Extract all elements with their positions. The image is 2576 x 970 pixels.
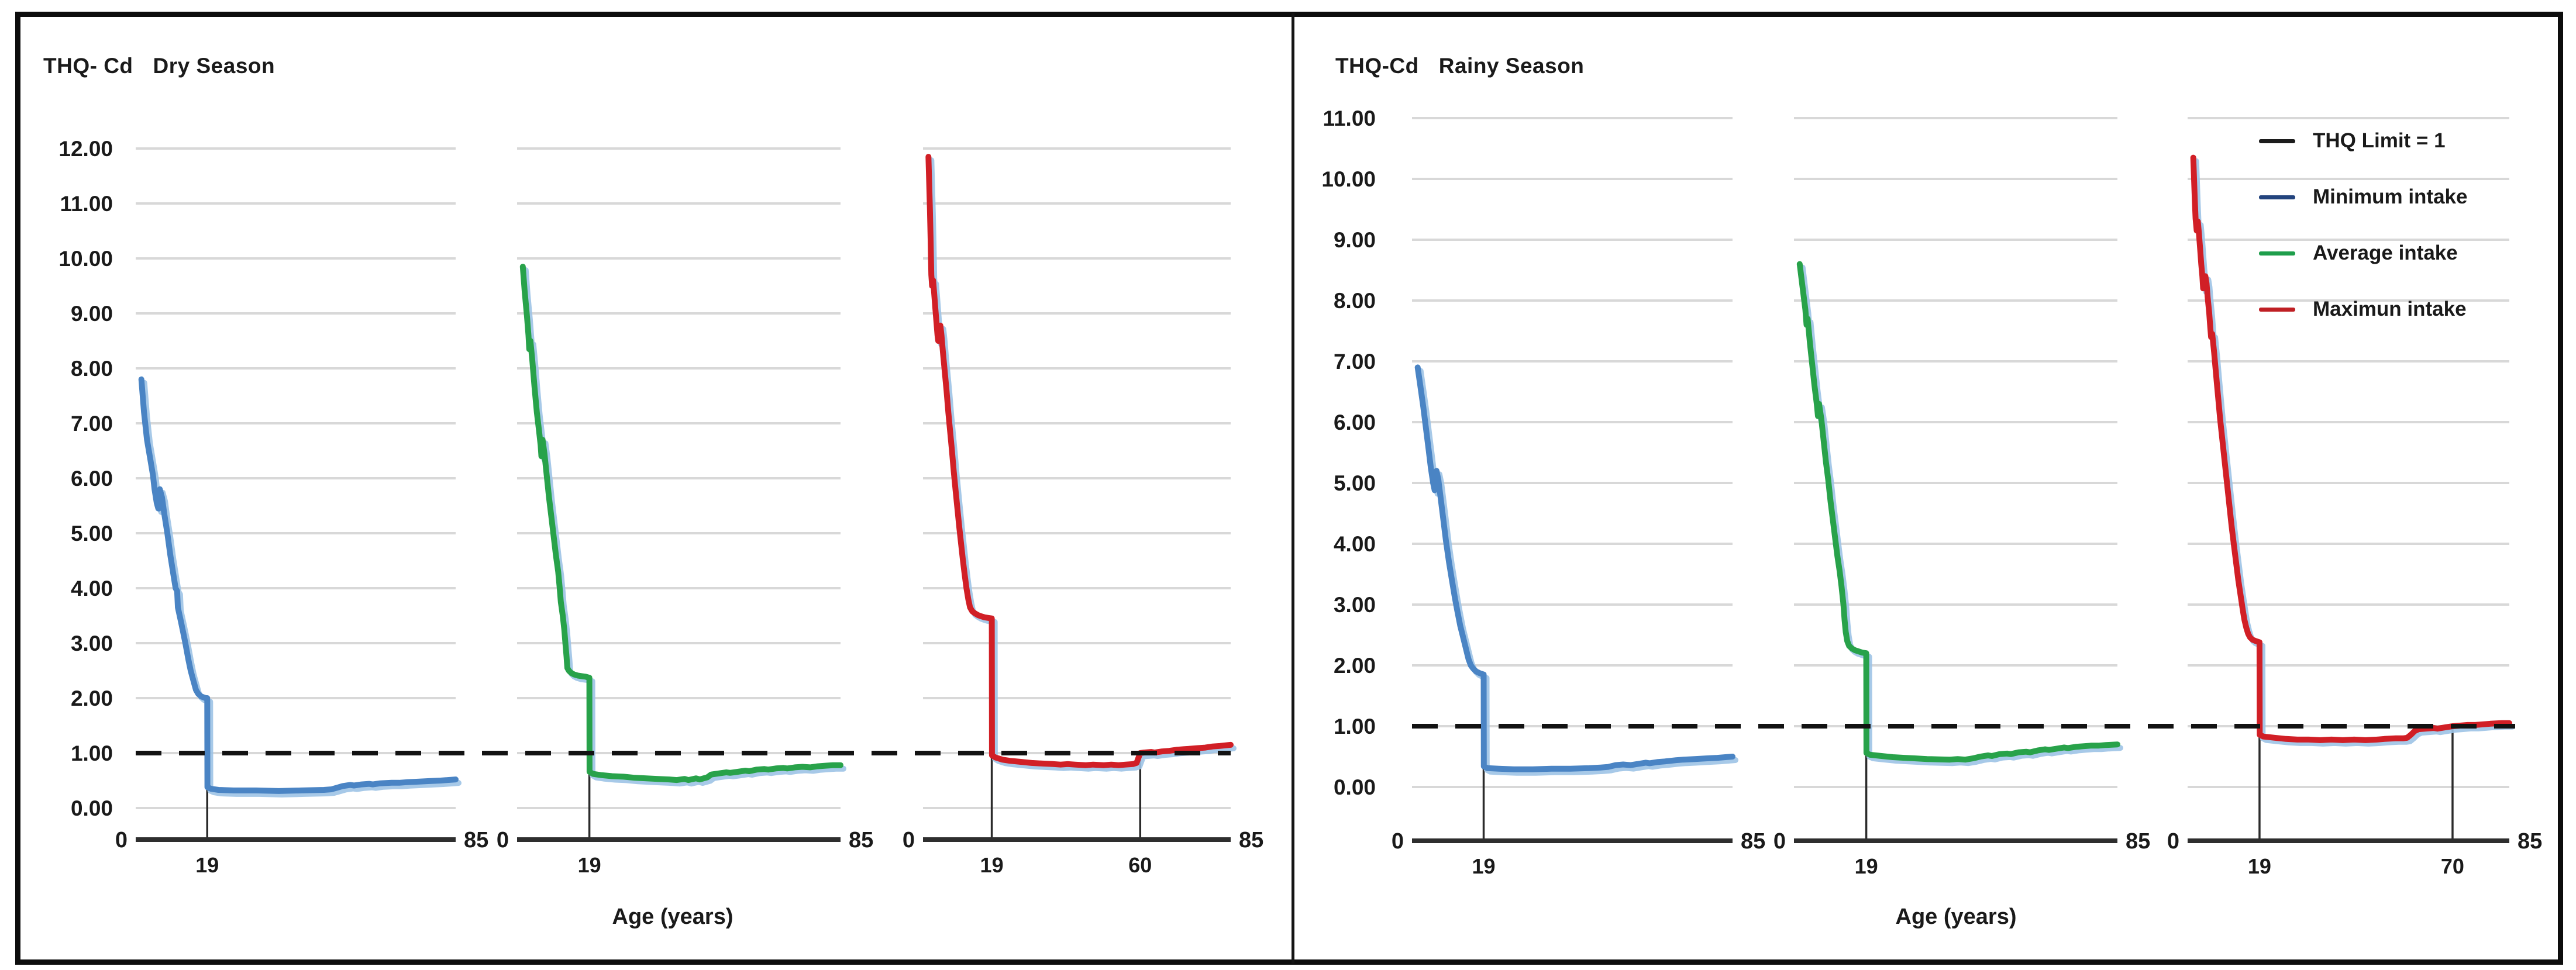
curve-minimum-intake — [1414, 364, 1735, 772]
curve-shadow — [1799, 264, 2123, 767]
y-tick-label: 3.00 — [1334, 593, 1376, 617]
age-marker-label: 19 — [195, 853, 219, 877]
y-tick-label: 8.00 — [71, 357, 113, 381]
x-axis-start-label: 0 — [2167, 829, 2179, 854]
y-tick-label: 10.00 — [58, 247, 113, 271]
legend-label: Maximun intake — [2313, 298, 2467, 320]
legend-item-average-intake: Average intake — [2259, 236, 2557, 270]
x-axis-start-label: 0 — [497, 828, 509, 852]
age-marker-label: 70 — [2441, 854, 2464, 878]
legend-item-thq-limit: THQ Limit = 1 — [2259, 124, 2557, 158]
y-tick-label: 6.00 — [71, 467, 113, 491]
panel-divider — [1292, 13, 1294, 964]
legend: THQ Limit = 1 Minimum intake Average int… — [2259, 124, 2557, 326]
y-tick-label: 4.00 — [1334, 532, 1376, 556]
panel-title-dry: THQ- Cd Dry Season — [43, 54, 275, 78]
y-tick-label: 9.00 — [71, 302, 113, 326]
y-tick-label: 4.00 — [71, 577, 113, 600]
panel-title-rainy: THQ-Cd Rainy Season — [1335, 54, 1584, 78]
y-tick-label: 2.00 — [1334, 654, 1376, 678]
x-axis-end-label: 85 — [1741, 829, 1765, 854]
curve-average-intake — [1796, 261, 2120, 763]
x-axis-start-label: 0 — [903, 828, 915, 852]
x-axis-title: Age (years) — [612, 905, 733, 929]
x-axis-end-label: 85 — [849, 828, 873, 852]
curve-maximun-intake — [925, 154, 1234, 768]
y-axis-quantity-label: THQ- Cd — [43, 54, 133, 78]
x-axis-start-label: 0 — [1773, 829, 1786, 854]
y-tick-label: 7.00 — [71, 412, 113, 436]
curve-shadow — [1417, 368, 1738, 776]
age-marker-label: 19 — [1472, 854, 1495, 878]
curve-shadow — [522, 267, 846, 787]
legend-label: Minimum intake — [2313, 185, 2468, 208]
average-intake-line-swatch — [2259, 251, 2295, 256]
y-axis-quantity-label: THQ-Cd — [1335, 54, 1419, 78]
y-tick-label: 0.00 — [1334, 775, 1376, 799]
y-tick-label: 8.00 — [1334, 289, 1376, 313]
y-tick-label: 11.00 — [60, 192, 113, 216]
curve-minimum-intake — [138, 376, 459, 794]
y-tick-label: 6.00 — [1334, 410, 1376, 434]
y-tick-label: 0.00 — [71, 796, 113, 820]
x-axis-end-label: 85 — [2126, 829, 2150, 854]
x-axis-title: Age (years) — [1896, 905, 2017, 929]
y-tick-label: 3.00 — [71, 631, 113, 655]
legend-label: THQ Limit = 1 — [2313, 129, 2446, 152]
thq-limit-line-swatch — [2259, 139, 2295, 143]
y-tick-label: 9.00 — [1334, 228, 1376, 252]
y-tick-label: 7.00 — [1334, 350, 1376, 374]
y-tick-label: 5.00 — [71, 522, 113, 546]
minimum-intake-line-swatch — [2259, 195, 2295, 199]
curve-average-intake — [519, 264, 843, 783]
x-axis-end-label: 85 — [1239, 828, 1263, 852]
age-marker-label: 19 — [1855, 854, 1878, 878]
season-label: Dry Season — [153, 54, 275, 78]
y-tick-label: 5.00 — [1334, 471, 1376, 495]
figure-frame — [15, 12, 2563, 965]
curve-shadow — [928, 157, 1237, 772]
legend-label: Average intake — [2313, 241, 2458, 264]
y-tick-label: 11.00 — [1323, 106, 1376, 130]
age-marker-label: 19 — [578, 853, 601, 877]
age-marker-label: 19 — [980, 853, 1004, 877]
age-marker-label: 60 — [1128, 853, 1152, 877]
season-label: Rainy Season — [1438, 54, 1585, 78]
legend-item-minimum-intake: Minimum intake — [2259, 180, 2557, 214]
y-tick-label: 1.00 — [1334, 714, 1376, 738]
y-tick-label: 1.00 — [71, 741, 113, 765]
curve-maximun-intake — [2190, 154, 2512, 743]
y-tick-label: 2.00 — [71, 686, 113, 710]
x-axis-end-label: 85 — [2518, 829, 2542, 854]
x-axis-start-label: 0 — [115, 828, 128, 852]
y-tick-label: 10.00 — [1321, 167, 1376, 191]
maximun-intake-line-swatch — [2259, 307, 2295, 312]
y-tick-label: 12.00 — [58, 137, 113, 161]
x-axis-start-label: 0 — [1392, 829, 1404, 854]
legend-item-maximun-intake: Maximun intake — [2259, 292, 2557, 326]
age-marker-label: 19 — [2248, 854, 2271, 878]
x-axis-end-label: 85 — [464, 828, 488, 852]
